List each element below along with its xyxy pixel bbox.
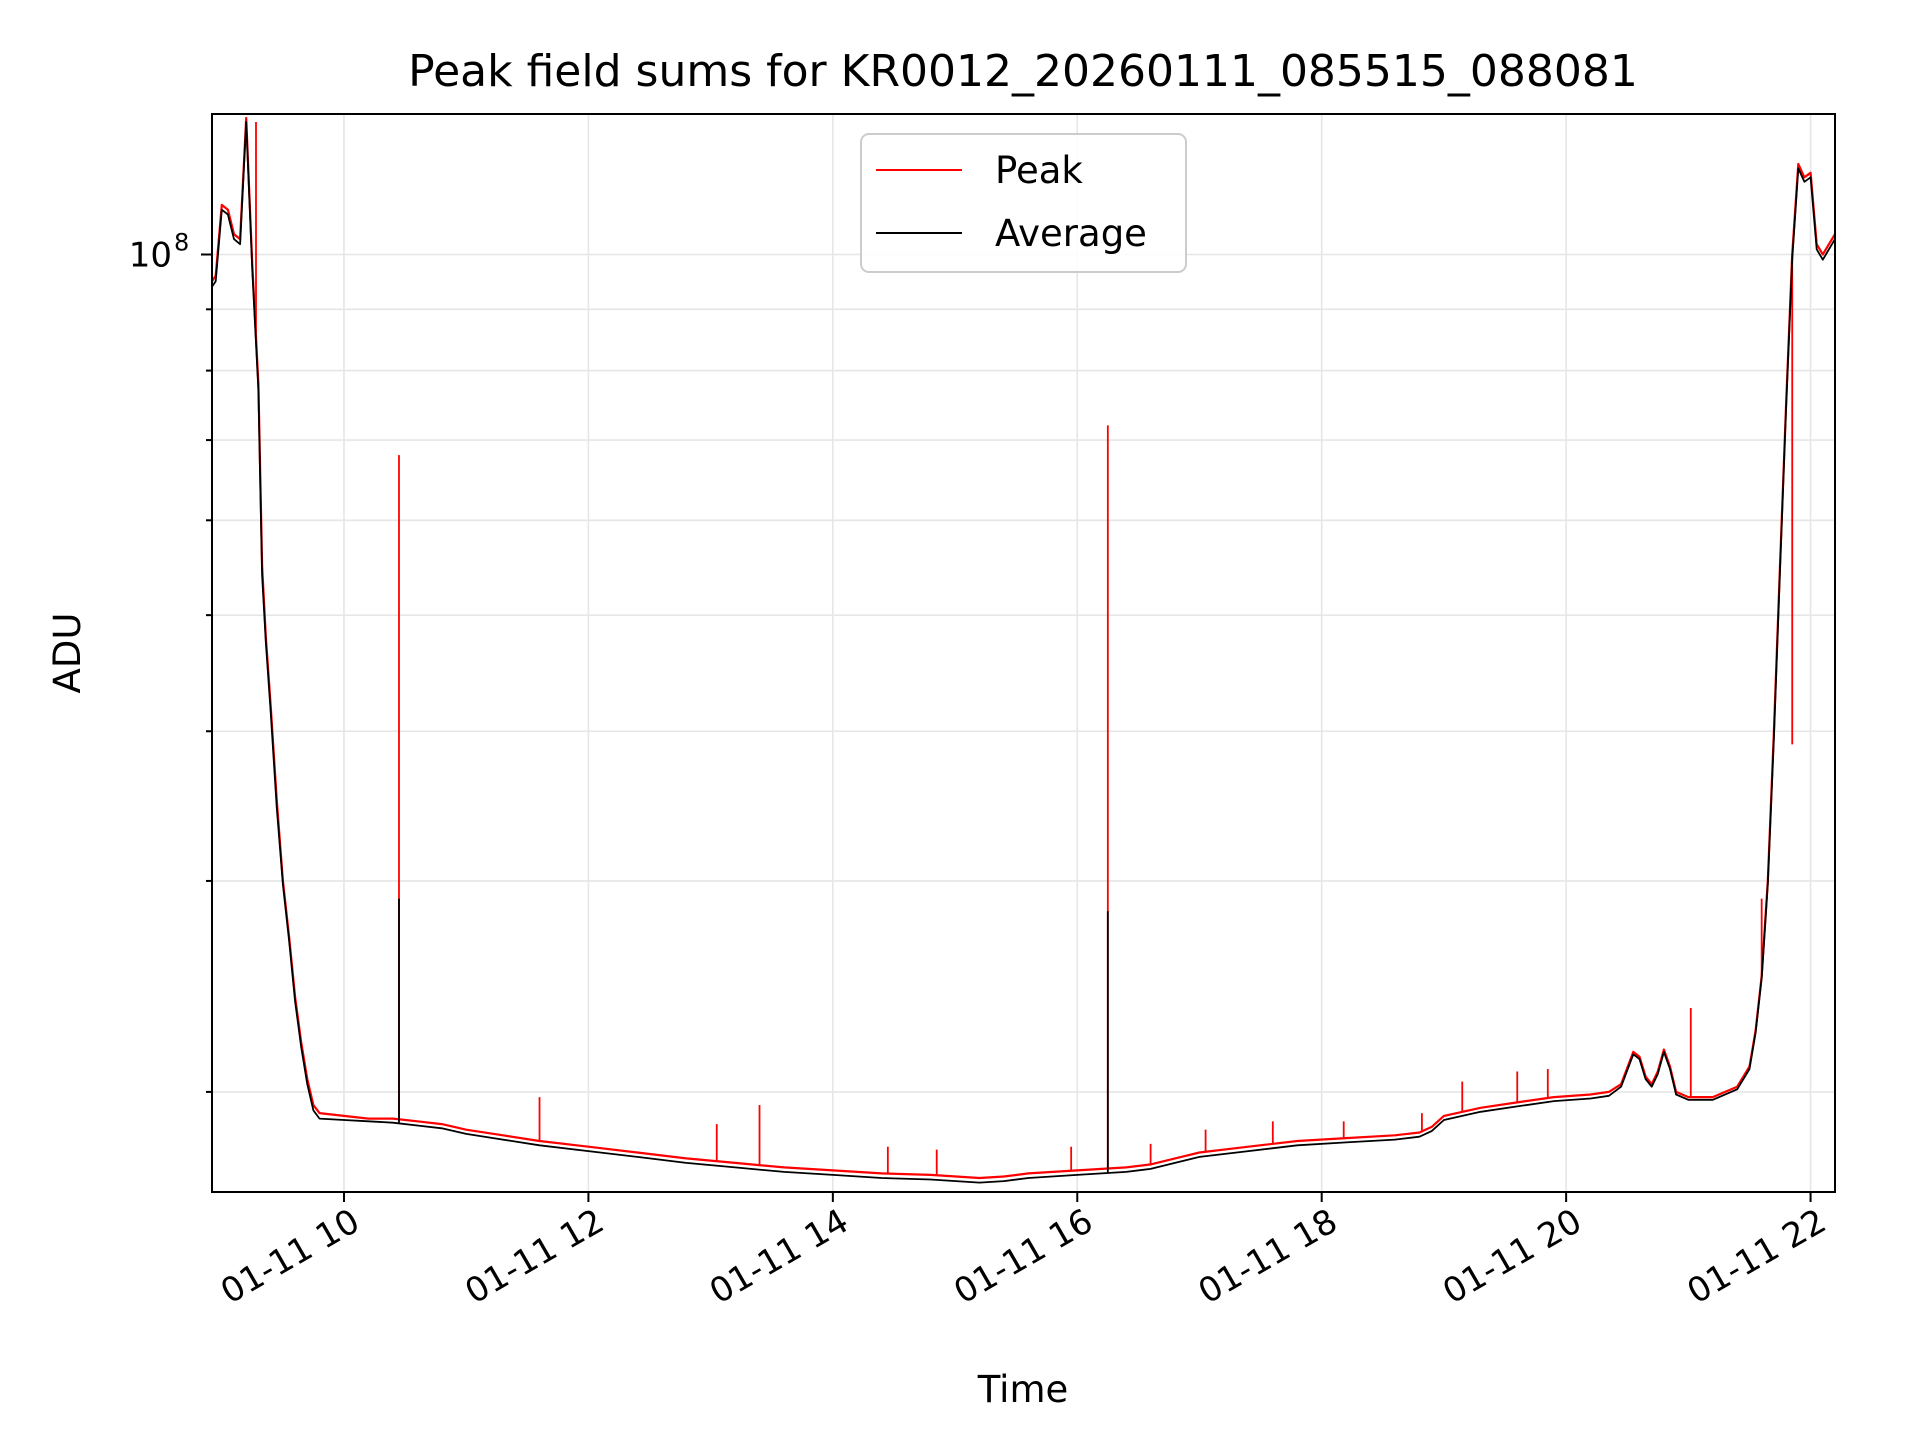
legend-box bbox=[860, 133, 1187, 273]
axes-frame bbox=[211, 113, 1836, 1193]
grid bbox=[212, 114, 1835, 1192]
legend-label-peak: Peak bbox=[995, 149, 1083, 192]
chart-title: Peak field sums for KR0012_20260111_0855… bbox=[408, 46, 1638, 97]
x-tick-label: 01-11 10 bbox=[214, 1201, 366, 1312]
axis-ticks: 01-11 10 01-11 12 01-11 14 01-11 16 01-11 18… bbox=[129, 228, 1833, 1312]
x-tick-label: 01-11 16 bbox=[947, 1201, 1099, 1312]
x-tick-label: 01-11 18 bbox=[1192, 1201, 1344, 1312]
y-tick-base: 10 bbox=[129, 235, 172, 275]
legend-label-average: Average bbox=[995, 212, 1147, 255]
x-tick-label: 01-11 12 bbox=[459, 1201, 611, 1312]
x-axis-label: Time bbox=[977, 1368, 1069, 1411]
y-axis-label: ADU bbox=[46, 613, 89, 694]
x-tick-label: 01-11 14 bbox=[703, 1201, 855, 1312]
plot-series bbox=[211, 116, 1836, 1184]
x-tick-label: 01-11 20 bbox=[1436, 1201, 1588, 1312]
series-line-average bbox=[211, 121, 1836, 1184]
y-tick-label: 10 bbox=[129, 235, 172, 275]
x-tick-label: 01-11 22 bbox=[1681, 1201, 1833, 1312]
y-tick-exponent: 8 bbox=[174, 228, 189, 256]
series-line-peak bbox=[211, 116, 1836, 1180]
legend: Peak Average bbox=[860, 133, 1187, 273]
